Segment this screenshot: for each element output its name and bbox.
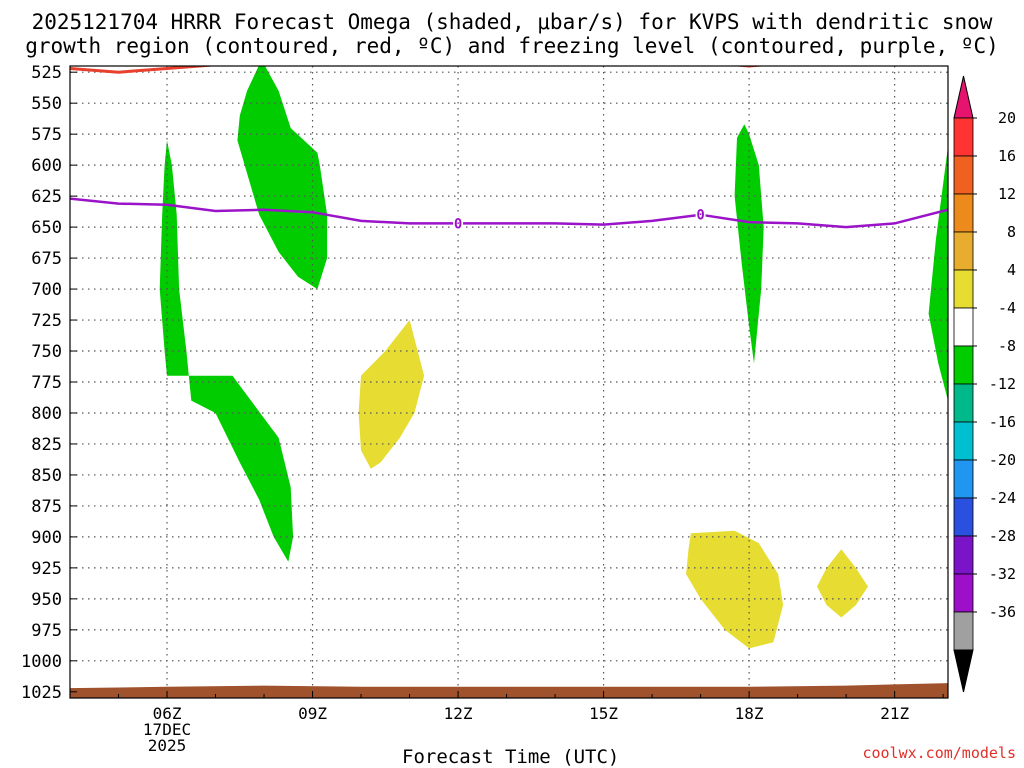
ytick-label-725: 725 (31, 311, 62, 331)
xtick-label-9: 09Z (298, 704, 327, 723)
ytick-label-975: 975 (31, 621, 62, 641)
colorbar-label--8: -8 (998, 337, 1016, 355)
colorbar-swatch-13 (953, 573, 974, 613)
colorbar-swatch-4 (953, 231, 974, 271)
ytick-label-750: 750 (31, 342, 62, 362)
ytick-label-1000: 1000 (21, 652, 62, 672)
colorbar-label--32: -32 (989, 565, 1016, 583)
ytick-label-675: 675 (31, 249, 62, 269)
colorbar-label--4: -4 (998, 299, 1016, 317)
colorbar-swatch-10 (953, 459, 974, 499)
ytick-label-1025: 1025 (21, 683, 62, 703)
colorbar-label-20: 20 (998, 109, 1016, 127)
xtick-label-6-2: 2025 (148, 736, 187, 755)
colorbar-label-12: 12 (998, 185, 1016, 203)
colorbar-bottom-arrow (953, 649, 974, 693)
freezing-label-1: 0 (454, 216, 462, 232)
colorbar-swatch-5 (953, 269, 974, 309)
ytick-label-625: 625 (31, 187, 62, 207)
chart-title-line2: growth region (contoured, red, ºC) and f… (25, 34, 999, 58)
source-credit: coolwx.com/models (862, 744, 1016, 762)
colorbar-label--36: -36 (989, 603, 1016, 621)
dgz-contour-1 (70, 66, 216, 74)
omega-region-4 (358, 320, 425, 469)
omega-region-5 (734, 124, 764, 364)
colorbar-swatch-9 (953, 421, 974, 461)
colorbar-label--12: -12 (989, 375, 1016, 393)
colorbar-label--16: -16 (989, 413, 1016, 431)
colorbar-swatch-7 (953, 345, 974, 385)
colorbar-label-4: 4 (1007, 261, 1016, 279)
colorbar-swatch-3 (953, 193, 974, 233)
xtick-label-6: 06Z (153, 704, 182, 723)
ytick-label-925: 925 (31, 559, 62, 579)
xtick-label-21: 21Z (880, 704, 909, 723)
ytick-label-525: 525 (31, 63, 62, 83)
colorbar-top-arrow (953, 75, 974, 119)
ytick-label-575: 575 (31, 125, 62, 145)
ytick-label-900: 900 (31, 528, 62, 548)
omega-region-3 (237, 66, 328, 290)
omega-region-7 (817, 549, 868, 618)
omega-region-6 (686, 530, 784, 649)
colorbar-swatch-8 (953, 383, 974, 423)
omega-region-2 (188, 375, 294, 562)
xtick-label-12: 12Z (444, 704, 473, 723)
x-axis-label: Forecast Time (UTC) (402, 746, 620, 768)
colorbar-label--20: -20 (989, 451, 1016, 469)
ytick-label-650: 650 (31, 218, 62, 238)
colorbar-swatch-6 (953, 307, 974, 347)
ytick-label-800: 800 (31, 404, 62, 424)
colorbar-label-8: 8 (1007, 223, 1016, 241)
ytick-label-600: 600 (31, 156, 62, 176)
xtick-label-18: 18Z (735, 704, 764, 723)
ytick-label-700: 700 (31, 280, 62, 300)
colorbar-swatch-11 (953, 497, 974, 537)
ytick-label-875: 875 (31, 497, 62, 517)
freezing-label-bg-2 (695, 206, 706, 223)
colorbar-swatch-1 (953, 117, 974, 157)
xtick-label-15: 15Z (589, 704, 618, 723)
ytick-label-850: 850 (31, 466, 62, 486)
freezing-label-bg-1 (453, 215, 464, 232)
ytick-label-550: 550 (31, 94, 62, 114)
colorbar-label--28: -28 (989, 527, 1016, 545)
ytick-label-825: 825 (31, 435, 62, 455)
omega-region-8 (928, 146, 948, 401)
colorbar-label-16: 16 (998, 147, 1016, 165)
colorbar-swatch-2 (953, 155, 974, 195)
ytick-label-775: 775 (31, 373, 62, 393)
terrain-surface (70, 683, 948, 698)
colorbar-swatch-12 (953, 535, 974, 575)
freezing-label-2: 0 (696, 208, 704, 224)
colorbar-swatch-14 (953, 611, 974, 651)
ytick-label-950: 950 (31, 590, 62, 610)
chart-title-line1: 2025121704 HRRR Forecast Omega (shaded, … (31, 10, 993, 34)
xtick-label-6-1: 17DEC (143, 720, 191, 739)
freezing-level-line (70, 197, 948, 229)
colorbar-label--24: -24 (989, 489, 1016, 507)
